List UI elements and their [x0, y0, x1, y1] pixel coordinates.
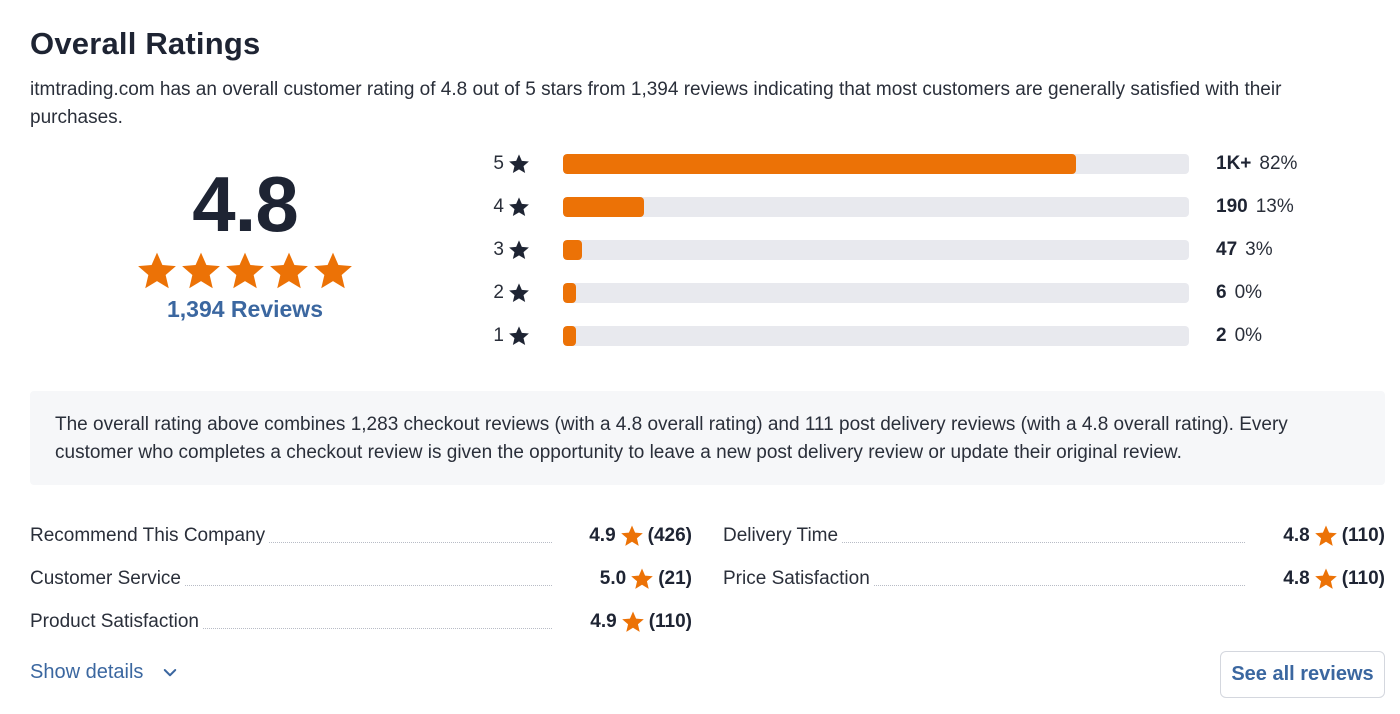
star-level-label: 2 — [493, 281, 504, 303]
star-level-label: 3 — [493, 238, 504, 260]
chevron-down-icon — [164, 668, 177, 676]
star-icon — [138, 252, 176, 289]
distribution-bar — [563, 282, 1189, 303]
star-level-label: 5 — [493, 152, 504, 174]
distribution-percent: 0% — [1234, 324, 1263, 346]
distribution-bar-fill — [563, 153, 1076, 174]
star-icon — [621, 611, 644, 632]
show-details-label: Show details — [30, 661, 144, 683]
star-icon — [509, 325, 529, 345]
dotted-leader — [723, 542, 1245, 543]
distribution-percent: 3% — [1245, 238, 1273, 260]
distribution-count: 190 13% — [1216, 195, 1294, 217]
metric-customer-service: Customer Service 5.0 (21) — [30, 564, 692, 594]
star-icon — [509, 239, 529, 259]
distribution-count: 2 0% — [1216, 324, 1263, 346]
star-icon — [509, 196, 529, 216]
metric-label: Recommend This Company — [30, 525, 270, 547]
distribution-count: 1K+ 82% — [1216, 152, 1298, 174]
reviews-count-link[interactable]: 1,394 Reviews — [166, 296, 323, 322]
star-icon — [1314, 568, 1337, 589]
metric-price-satisfaction: Price Satisfaction 4.8 (110) — [723, 564, 1385, 594]
metric-label: Delivery Time — [723, 525, 843, 547]
metric-label: Price Satisfaction — [723, 568, 874, 590]
distribution-bar-fill — [563, 196, 644, 217]
distribution-row-1[interactable]: 1 2 0% — [490, 314, 1330, 357]
metric-value: 4.8 (110) — [1283, 525, 1385, 546]
distribution-row-5[interactable]: 5 1K+ 82% — [490, 142, 1330, 185]
metric-value: 5.0 (21) — [599, 568, 692, 589]
overall-score-panel: 4.8 1,394 Reviews — [90, 160, 400, 323]
star-level-label: 4 — [493, 195, 504, 217]
page-title: Overall Ratings — [30, 26, 261, 61]
star-icon — [1314, 525, 1337, 546]
distribution-count: 6 0% — [1216, 281, 1263, 303]
dotted-leader — [30, 585, 552, 586]
star-icon — [182, 252, 220, 289]
star-icon — [314, 252, 352, 289]
star-icon — [620, 525, 643, 546]
distribution-count: 47 3% — [1216, 238, 1273, 260]
show-details-toggle[interactable]: Show details — [30, 661, 179, 684]
star-icon — [509, 153, 529, 173]
rating-intro-text: itmtrading.com has an overall customer r… — [30, 79, 1282, 128]
distribution-percent: 13% — [1255, 195, 1294, 217]
distribution-bar-fill — [563, 239, 582, 260]
distribution-bar-fill — [563, 325, 576, 346]
star-icon — [226, 252, 264, 289]
dotted-leader — [30, 542, 552, 543]
metric-product-satisfaction: Product Satisfaction 4.9 (110) — [30, 607, 692, 637]
star-icon — [270, 252, 308, 289]
distribution-bar — [563, 239, 1189, 260]
star-level-label: 1 — [493, 324, 504, 346]
dotted-leader — [30, 628, 552, 629]
see-all-reviews-button[interactable]: See all reviews — [1220, 651, 1385, 698]
distribution-row-3[interactable]: 3 47 3% — [490, 228, 1330, 271]
star-icon — [631, 568, 654, 589]
overall-score: 4.8 — [192, 160, 298, 248]
metric-label: Customer Service — [30, 568, 185, 590]
dotted-leader — [723, 585, 1245, 586]
metric-delivery-time: Delivery Time 4.8 (110) — [723, 521, 1385, 551]
metric-recommend-company: Recommend This Company 4.9 (426) — [30, 521, 692, 551]
metric-value: 4.8 (110) — [1283, 568, 1385, 589]
overall-star-rating — [90, 250, 400, 292]
metric-value: 4.9 (110) — [590, 611, 692, 632]
distribution-percent: 0% — [1234, 281, 1263, 303]
star-icon — [509, 282, 529, 302]
metric-value: 4.9 (426) — [589, 525, 692, 546]
distribution-bar-fill — [563, 282, 576, 303]
distribution-row-2[interactable]: 2 6 0% — [490, 271, 1330, 314]
rating-explanation-note: The overall rating above combines 1,283 … — [30, 391, 1385, 485]
distribution-row-4[interactable]: 4 190 13% — [490, 185, 1330, 228]
distribution-bar — [563, 325, 1189, 346]
distribution-bar — [563, 153, 1189, 174]
distribution-percent: 82% — [1259, 152, 1298, 174]
metric-label: Product Satisfaction — [30, 611, 203, 633]
distribution-bar — [563, 196, 1189, 217]
